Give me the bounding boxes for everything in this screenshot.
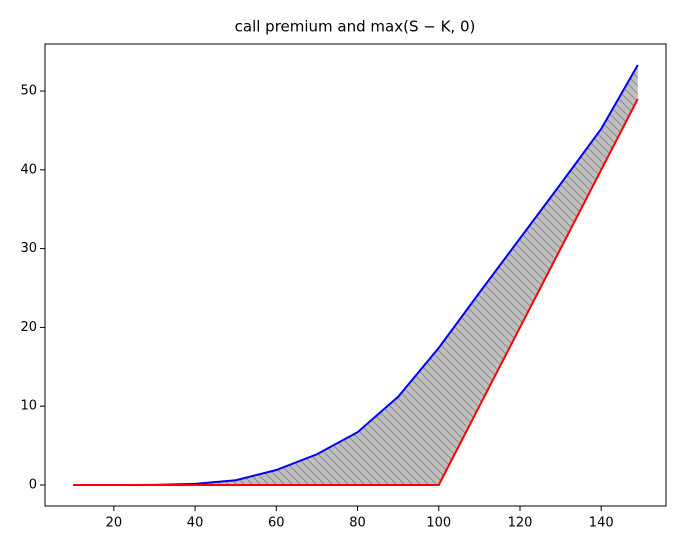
- axes-frame: [44, 43, 667, 507]
- x-tick-label: 80: [349, 516, 366, 531]
- y-tick-label: 0: [29, 478, 37, 493]
- line: [73, 98, 639, 487]
- x-tick-label: 100: [426, 516, 451, 531]
- chart-title: call premium and max(S − K, 0): [235, 18, 476, 36]
- fill-between: [73, 65, 638, 486]
- line: [73, 64, 639, 487]
- x-tick-label: 120: [508, 516, 533, 531]
- x-tick-label: 140: [589, 516, 614, 531]
- y-tick-label: 30: [20, 241, 37, 256]
- y-tick-label: 20: [20, 320, 37, 335]
- y-tick-label: 50: [20, 84, 37, 99]
- x-tick-label: 60: [268, 516, 285, 531]
- y-tick-label: 40: [20, 162, 37, 177]
- y-tick-label: 10: [20, 399, 37, 414]
- x-tick-label: 40: [187, 516, 204, 531]
- x-tick-label: 20: [106, 516, 123, 531]
